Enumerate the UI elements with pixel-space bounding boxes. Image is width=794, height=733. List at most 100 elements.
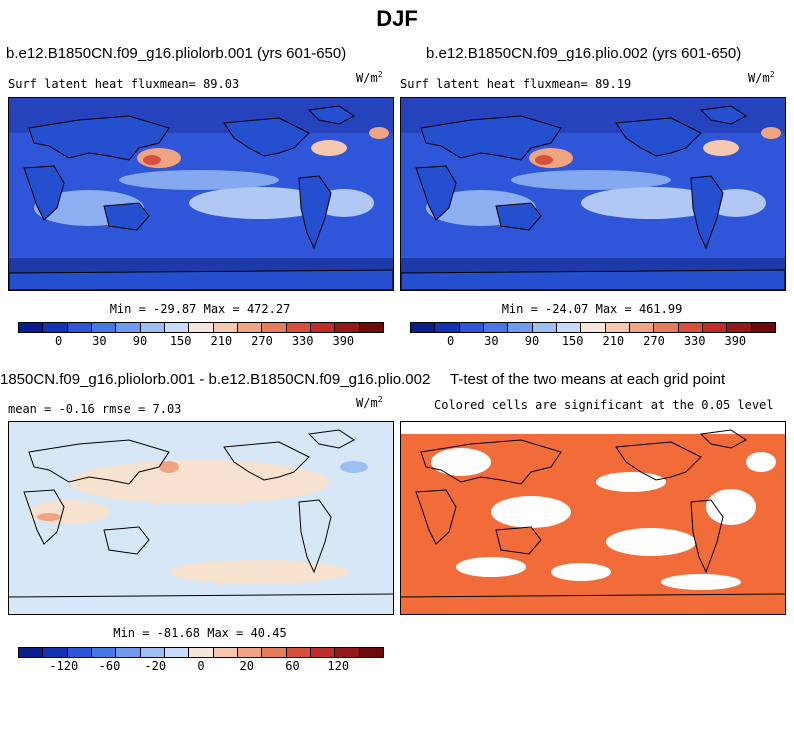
panel3-colorbar-box-11 — [286, 648, 311, 657]
panel1-colorbar-box-3 — [91, 323, 117, 332]
panel2-map-trade-wind-band — [511, 170, 671, 190]
panel3-stats-label: mean = -0.16 rmse = 7.03 — [8, 402, 182, 416]
panel1-map-svg — [9, 98, 393, 290]
panel3-colorbar-tick-label: 20 — [239, 659, 254, 673]
panel2-map — [400, 97, 786, 291]
panel4-significance-label: Colored cells are significant at the 0.0… — [434, 398, 774, 412]
panel2-colorbar-box-13 — [727, 323, 752, 332]
panel3-units: W/m2 — [356, 395, 383, 410]
panel1-colorbar-box-10 — [262, 323, 287, 332]
panel1-colorbar-tick-label: 90 — [132, 334, 148, 348]
panel1-colorbar-box-0 — [19, 323, 44, 332]
panel1-colorbar-box-13 — [335, 323, 360, 332]
panel2-minmax: Min = -24.07 Max = 461.99 — [501, 302, 683, 316]
panel2-map-svg — [401, 98, 785, 290]
panel2-map-south-pacific — [581, 187, 721, 219]
panel1-map-gulf-stream — [311, 140, 347, 156]
panel3-colorbar-tick-label: 0 — [197, 659, 205, 673]
panel2-colorbar-box-14 — [751, 323, 775, 332]
panel4-map — [400, 421, 786, 615]
panel1-colorbar-box-6 — [164, 323, 190, 332]
panel1-colorbar-box-12 — [310, 323, 336, 332]
panel2-colorbar-tick-label: 30 — [484, 334, 499, 348]
panel4-map-svg — [401, 422, 785, 614]
panel1-map-coastlines — [9, 105, 393, 290]
panel2-map-coastlines — [401, 105, 785, 290]
panel2-colorbar-box-11 — [678, 323, 703, 332]
panel1-colorbar-tick-label: 390 — [332, 334, 355, 348]
panel3-minmax: Min = -81.68 Max = 40.45 — [113, 626, 287, 640]
panel4-title: T-test of the two means at each grid poi… — [450, 371, 726, 388]
panel1-colorbar-tick-label: 330 — [291, 334, 314, 348]
panel2-colorbar-box-0 — [411, 323, 436, 332]
panel3-colorbar-box-9 — [237, 648, 263, 657]
panel2-colorbar-box-8 — [605, 323, 630, 332]
panel3-units-text: W/m — [356, 396, 378, 410]
panel1-map-trade-wind-band — [119, 170, 279, 190]
panel1-colorbar — [18, 322, 384, 333]
panel2-colorbar-box-5 — [532, 323, 557, 332]
panel3-colorbar-box-0 — [19, 648, 44, 657]
panel1-units-power: 2 — [377, 70, 383, 79]
panel1-colorbar-tick-label: 0 — [55, 334, 63, 348]
panel3-colorbar-box-2 — [67, 648, 92, 657]
panel1-colorbar-tick-label: 150 — [169, 334, 192, 348]
figure-title: DJF — [376, 6, 418, 31]
panel2-colorbar-tick-label: 210 — [602, 334, 625, 348]
panel3-colorbar-box-14 — [359, 648, 383, 657]
panel3-title: 1850CN.f09_g16.pliolorb.001 - b.e12.B185… — [0, 371, 431, 388]
panel3-colorbar-tick-label: -60 — [98, 659, 121, 673]
panel1-minmax: Min = -29.87 Max = 472.27 — [109, 302, 291, 316]
panel1-colorbar-box-8 — [213, 323, 238, 332]
panel2-title: b.e12.B1850CN.f09_g16.plio.002 (yrs 601-… — [426, 45, 742, 62]
panel3-colorbar-tick-label: -20 — [144, 659, 167, 673]
panel3-map-positive-indian — [29, 500, 109, 524]
panel2-colorbar-box-2 — [459, 323, 484, 332]
panel3-colorbar-tick-label: 120 — [327, 659, 350, 673]
panel3-map-positive-band-south — [169, 560, 349, 584]
panel1-colorbar-box-1 — [43, 323, 68, 332]
panel2-colorbar-box-7 — [581, 323, 606, 332]
panel3-map-positive-hotspot — [159, 461, 179, 473]
panel3-map-positive-hotspot-west — [37, 513, 61, 521]
panel2-map-gulf-stream — [703, 140, 739, 156]
panel3-map-negative-hotspot — [340, 461, 368, 473]
panel3-map-svg — [9, 422, 393, 614]
panel2-colorbar-box-1 — [435, 323, 460, 332]
panel1-colorbar-tick-label: 270 — [251, 334, 273, 348]
panel1-colorbar-box-7 — [189, 323, 214, 332]
panel4-map-insignificant-areas — [401, 422, 785, 590]
panel3-units-power: 2 — [377, 395, 383, 404]
panel2-units: W/m2 — [748, 70, 775, 85]
panel3-colorbar-box-8 — [213, 648, 238, 657]
panel3-colorbar-box-1 — [43, 648, 68, 657]
panel2-mean-label: Surf latent heat fluxmean= 89.19 — [400, 77, 632, 91]
panel3-colorbar-box-6 — [164, 648, 190, 657]
panel1-mean-label: Surf latent heat fluxmean= 89.03 — [8, 77, 240, 91]
panel2-map-kuroshio-core — [535, 155, 553, 165]
panel3-colorbar-box-5 — [140, 648, 165, 657]
panel2-units-text: W/m — [748, 71, 770, 85]
panel1-colorbar-box-11 — [286, 323, 311, 332]
panel1-colorbar-box-14 — [359, 323, 383, 332]
panel1-colorbar-box-9 — [237, 323, 263, 332]
panel1-colorbar-box-4 — [116, 323, 141, 332]
panel1-map — [8, 97, 394, 291]
panel2-colorbar-box-12 — [702, 323, 728, 332]
panel3-colorbar-box-3 — [91, 648, 117, 657]
panel1-map-kuroshio-core — [143, 155, 161, 165]
panel2-colorbar-box-6 — [556, 323, 582, 332]
panel2-colorbar-box-10 — [654, 323, 679, 332]
panel3-colorbar-box-13 — [335, 648, 360, 657]
panel1-units-text: W/m — [356, 71, 378, 85]
panel3-colorbar-tick-label: -120 — [49, 659, 79, 673]
panel2-colorbar — [410, 322, 776, 333]
panel1-colorbar-box-5 — [140, 323, 165, 332]
panel2-colorbar-box-3 — [483, 323, 509, 332]
panel1-map-south-pacific — [189, 187, 329, 219]
panel2-colorbar-tick-label: 390 — [724, 334, 747, 348]
panel1-colorbar-tick-label: 210 — [210, 334, 233, 348]
panel2-colorbar-box-4 — [508, 323, 533, 332]
panel3-colorbar-tick-label: 60 — [285, 659, 300, 673]
panel3-colorbar-box-7 — [189, 648, 214, 657]
